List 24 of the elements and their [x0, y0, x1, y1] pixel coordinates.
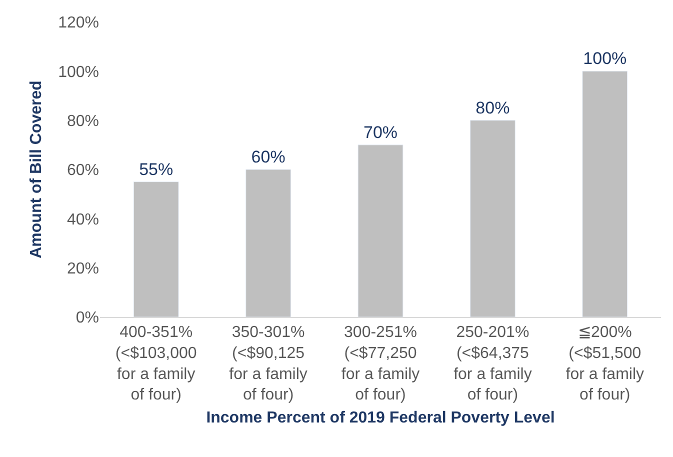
- y-tick-label: 80%: [66, 112, 99, 130]
- x-tick-label: 250-201% (<$64,375 for a family of four): [454, 324, 532, 404]
- x-axis-title: Income Percent of 2019 Federal Poverty Level: [206, 409, 555, 426]
- bar: [358, 144, 404, 317]
- bar: [470, 120, 516, 317]
- y-tick-label: 100%: [58, 64, 99, 81]
- y-axis-title: Amount of Bill Covered: [28, 80, 45, 258]
- bar: [133, 182, 179, 317]
- y-tick-label: 0%: [76, 310, 99, 327]
- data-label: 60%: [251, 148, 286, 166]
- y-tick-label: 40%: [66, 211, 99, 228]
- bar: [582, 70, 628, 317]
- y-tick-label: 20%: [66, 260, 99, 278]
- x-tick-label: 400-351% (<$103,000 for a family of four): [115, 324, 197, 404]
- data-label: 55%: [139, 160, 174, 179]
- data-label: 80%: [476, 98, 510, 118]
- x-tick-label: 300-251% (<$77,250 for a family of four): [341, 324, 420, 404]
- data-label: 70%: [363, 122, 398, 142]
- data-label: 100%: [583, 49, 627, 68]
- x-tick-label: ≦200% (<$51,500 for a family of four): [566, 324, 644, 404]
- y-tick-label: 60%: [66, 162, 99, 180]
- bar: [246, 169, 291, 317]
- y-tick-label: 120%: [58, 14, 99, 32]
- x-tick-label: 350-301% (<$90,125 for a family of four): [229, 324, 308, 404]
